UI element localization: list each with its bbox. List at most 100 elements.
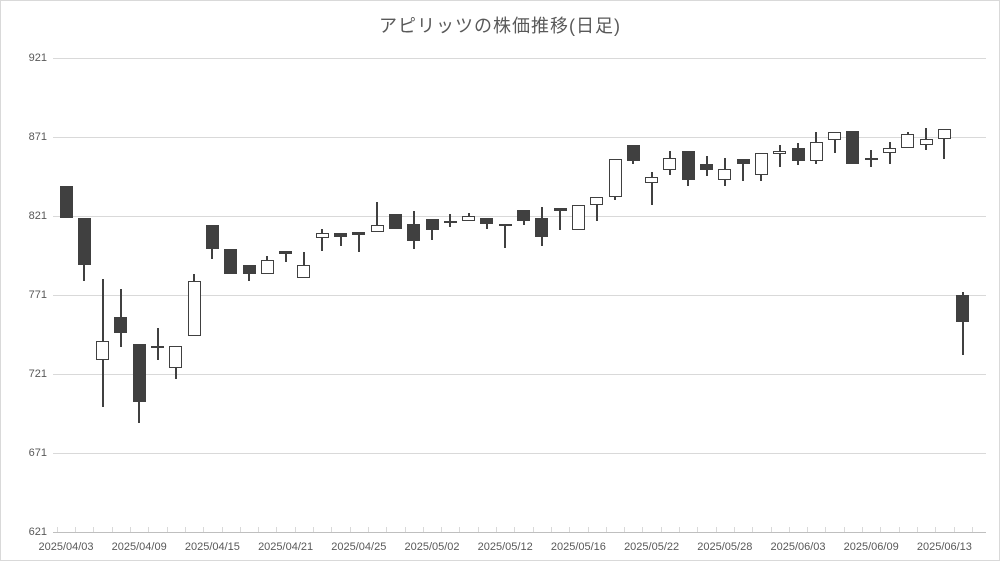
y-gridline <box>53 58 986 59</box>
candle-body-up <box>608 159 622 198</box>
candle-body-down <box>736 159 750 164</box>
y-axis-label: 821 <box>28 209 47 222</box>
candle-body-down <box>132 343 146 403</box>
candle-body-up <box>754 152 768 175</box>
x-axis-tick <box>624 527 626 532</box>
candle-wick <box>595 197 598 221</box>
candle-body-down <box>279 250 293 254</box>
candle-body-down <box>517 209 530 221</box>
candle-body-down <box>846 130 860 164</box>
y-axis-label: 621 <box>28 525 47 538</box>
x-axis-tick <box>184 527 186 532</box>
candle-body-up <box>187 280 201 337</box>
candle-wick <box>742 159 745 182</box>
candle-wick <box>559 208 562 231</box>
y-axis-label: 721 <box>28 367 47 380</box>
candle-body-up <box>297 264 311 278</box>
candle-body-up <box>809 141 823 161</box>
x-axis-tick <box>788 527 790 532</box>
candle-body-up <box>645 176 659 183</box>
candle-wick <box>376 201 379 232</box>
candle-wick <box>321 228 324 251</box>
candle-body-up <box>663 157 677 171</box>
y-axis-label: 921 <box>28 51 47 64</box>
x-axis-tick <box>496 527 498 532</box>
candle-wick <box>961 291 964 356</box>
x-axis-tick <box>331 527 333 532</box>
candle-body-up <box>718 168 732 180</box>
candle-body-down <box>443 220 457 224</box>
x-axis-label: 2025/04/15 <box>184 541 240 553</box>
candle-body-down <box>480 217 494 224</box>
x-axis-tick <box>807 527 809 532</box>
x-axis-tick <box>514 527 516 532</box>
x-axis-label: 2025/05/02 <box>404 541 460 553</box>
candle-wick <box>357 231 360 253</box>
candle-body-up <box>169 345 183 368</box>
x-axis-tick <box>733 527 735 532</box>
candle-wick <box>449 214 452 228</box>
candle-body-up <box>462 216 476 221</box>
candle-body-up <box>919 138 933 145</box>
candle-body-down <box>388 214 402 229</box>
x-axis-tick <box>441 527 443 532</box>
candle-body-up <box>260 260 274 275</box>
x-axis-label: 2025/06/09 <box>843 541 899 553</box>
x-axis-tick <box>880 527 882 532</box>
candle-wick <box>156 328 159 360</box>
x-axis-tick <box>459 527 461 532</box>
candle-body-down <box>700 163 713 171</box>
x-axis-tick <box>550 527 552 532</box>
candle-body-down <box>334 233 347 237</box>
candle-body-up <box>883 148 896 153</box>
x-axis-tick <box>93 527 95 532</box>
chart-title: アピリッツの株価推移(日足) <box>379 16 621 36</box>
x-axis-tick <box>75 527 77 532</box>
candle-body-down <box>114 317 128 333</box>
candle-body-down <box>864 157 878 161</box>
x-axis-tick <box>276 527 278 532</box>
candle-body-down <box>151 345 164 349</box>
candle-body-down <box>956 295 970 322</box>
x-axis-label: 2025/05/12 <box>477 541 533 553</box>
x-axis-label: 2025/04/25 <box>331 541 387 553</box>
x-axis-tick <box>679 527 681 532</box>
candle-body-up <box>315 233 329 239</box>
x-axis-tick <box>825 527 827 532</box>
candle-wick <box>833 132 836 153</box>
candle-body-up <box>571 204 585 231</box>
candle-body-down <box>224 249 238 275</box>
y-gridline <box>53 137 986 138</box>
x-axis-tick <box>587 527 589 532</box>
candle-body-down <box>498 223 512 227</box>
y-gridline <box>53 453 986 454</box>
x-axis-tick <box>935 527 937 532</box>
x-axis-tick <box>221 527 223 532</box>
candle-wick <box>778 144 781 167</box>
x-axis-label: 2025/05/28 <box>697 541 753 553</box>
x-axis-tick <box>422 527 424 532</box>
candle-body-down <box>77 217 91 265</box>
candle-body-down <box>791 148 805 161</box>
y-axis-label: 771 <box>28 288 47 301</box>
x-axis-tick <box>258 527 260 532</box>
candle-wick <box>925 127 928 150</box>
x-axis-tick <box>56 527 58 532</box>
candle-wick <box>943 129 946 160</box>
x-axis-tick <box>697 527 699 532</box>
x-axis-tick <box>862 527 864 532</box>
x-axis-tick <box>130 527 132 532</box>
x-axis-tick <box>349 527 351 532</box>
x-axis-label: 2025/04/03 <box>38 541 94 553</box>
x-axis-tick <box>953 527 955 532</box>
y-gridline <box>53 295 986 296</box>
candle-wick <box>504 223 507 248</box>
x-axis-tick <box>752 527 754 532</box>
x-axis-label: 2025/05/22 <box>624 541 680 553</box>
x-axis-label: 2025/04/09 <box>111 541 167 553</box>
x-axis-tick <box>367 527 369 532</box>
candle-body-up <box>828 132 842 141</box>
x-axis-tick <box>386 527 388 532</box>
candle-body-up <box>370 225 384 232</box>
x-axis-tick <box>916 527 918 532</box>
